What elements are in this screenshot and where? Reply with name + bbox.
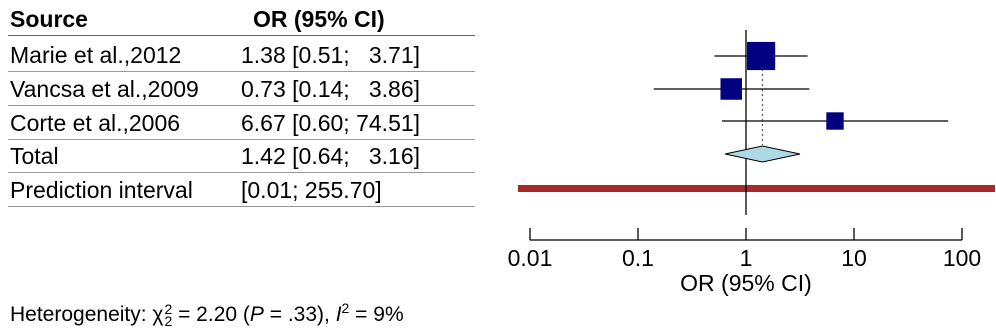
study-square [720,78,742,100]
x-tick-label: 0.1 [622,245,654,271]
row-ci: [0.01; 255.70] [241,177,382,203]
header-source: Source [10,6,88,32]
i-value: = 9% [349,303,404,326]
row-divider [8,105,475,106]
header-divider [8,35,475,36]
row-divider [8,139,475,140]
p-symbol: P [249,303,264,326]
x-tick-label: 1 [740,245,753,271]
row-source: Vancsa et al.,2009 [10,76,199,102]
chi-symbol: χ [152,303,164,326]
x-axis-label: OR (95% CI) [680,270,812,296]
header-or-ci: OR (95% CI) [253,6,385,32]
het-stat: = 2.20 ( [172,303,250,326]
row-ci: 1.42 [0.64; 3.16] [241,143,421,169]
row-source: Prediction interval [10,177,193,203]
het-prefix: Heterogeneity: [10,303,153,326]
row-divider [8,172,475,173]
row-ci: 0.73 [0.14; 3.86] [241,76,421,102]
x-tick-label: 10 [841,245,867,271]
chi-sup: 2 [164,301,173,318]
row-divider [8,206,475,207]
i-symbol: I [335,303,342,326]
row-source: Corte et al.,2006 [10,110,181,136]
row-divider [8,71,475,72]
row-ci: 1.38 [0.51; 3.71] [241,42,421,68]
row-source: Total [10,143,59,169]
x-tick-label: 0.01 [508,245,553,271]
chi-sub: 2 [164,313,173,330]
row-ci: 6.67 [0.60; 74.51] [241,110,421,136]
total-diamond [724,145,801,163]
x-tick-label: 100 [943,245,981,271]
prediction-interval-bar [518,185,995,192]
i-sup: 2 [341,300,350,316]
study-square [747,41,776,71]
p-value: = .33), [263,303,336,326]
row-source: Marie et al.,2012 [10,42,182,68]
study-square [826,112,844,130]
